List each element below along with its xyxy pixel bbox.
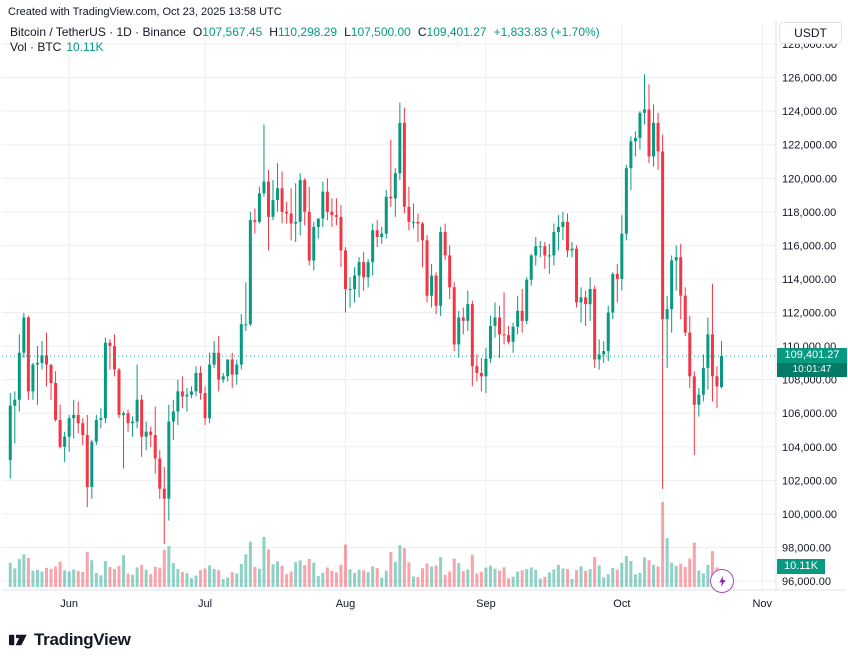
svg-text:102,000.00: 102,000.00 (782, 475, 837, 487)
legend-main-row: Bitcoin / TetherUS · 1D · Binance O107,5… (10, 25, 600, 40)
bar-countdown-timer: 10:01:47 (777, 363, 847, 378)
symbol-title[interactable]: Bitcoin / TetherUS · 1D · Binance (10, 25, 186, 39)
tradingview-logo-text: TradingView (34, 629, 131, 649)
candlestick-chart-canvas[interactable]: 128,000.00126,000.00124,000.00122,000.00… (0, 0, 848, 620)
svg-text:Aug: Aug (336, 598, 356, 610)
svg-text:108,000.00: 108,000.00 (782, 375, 837, 387)
current-price-value: 109,401.27 (777, 348, 847, 364)
ohlc-close: C109,401.27 (417, 25, 487, 39)
tradingview-logo-icon (8, 629, 29, 650)
current-volume-badge: 10.11K (777, 558, 826, 574)
svg-text:114,000.00: 114,000.00 (782, 274, 836, 286)
volume-label[interactable]: Vol · BTC (10, 40, 62, 54)
svg-text:126,000.00: 126,000.00 (782, 73, 837, 85)
chart-legend: Bitcoin / TetherUS · 1D · Binance O107,5… (10, 25, 600, 55)
svg-text:124,000.00: 124,000.00 (782, 106, 837, 118)
attribution-text: Created with TradingView.com, Oct 23, 20… (8, 6, 282, 18)
ohlc-high: H110,298.29 (269, 25, 338, 39)
volume-value: 10.11K (66, 40, 104, 54)
svg-text:Nov: Nov (752, 598, 772, 610)
lightning-icon (716, 575, 729, 588)
svg-text:Sep: Sep (476, 598, 496, 610)
svg-text:96,000.00: 96,000.00 (782, 576, 831, 588)
svg-text:118,000.00: 118,000.00 (782, 207, 836, 219)
svg-text:106,000.00: 106,000.00 (782, 408, 837, 420)
current-price-badge: 109,401.27 10:01:47 (777, 348, 847, 378)
svg-text:Oct: Oct (613, 598, 630, 610)
currency-toggle-button[interactable]: USDT (779, 22, 842, 44)
svg-text:Jun: Jun (60, 598, 78, 610)
svg-text:116,000.00: 116,000.00 (782, 240, 836, 252)
ohlc-open: O107,567.45 (192, 25, 263, 39)
svg-text:120,000.00: 120,000.00 (782, 173, 837, 185)
change-value: +1,833.83 (+1.70%) (493, 25, 600, 39)
instant-trading-button[interactable] (710, 569, 734, 593)
svg-text:122,000.00: 122,000.00 (782, 140, 837, 152)
tradingview-logo-link[interactable]: TradingView (8, 629, 131, 650)
svg-text:104,000.00: 104,000.00 (782, 442, 837, 454)
legend-volume-row: Vol · BTC 10.11K (10, 40, 600, 55)
svg-text:112,000.00: 112,000.00 (782, 308, 836, 320)
ohlc-low: L107,500.00 (344, 25, 411, 39)
svg-text:100,000.00: 100,000.00 (782, 509, 837, 521)
svg-text:Jul: Jul (198, 598, 212, 610)
svg-text:98,000.00: 98,000.00 (782, 542, 831, 554)
